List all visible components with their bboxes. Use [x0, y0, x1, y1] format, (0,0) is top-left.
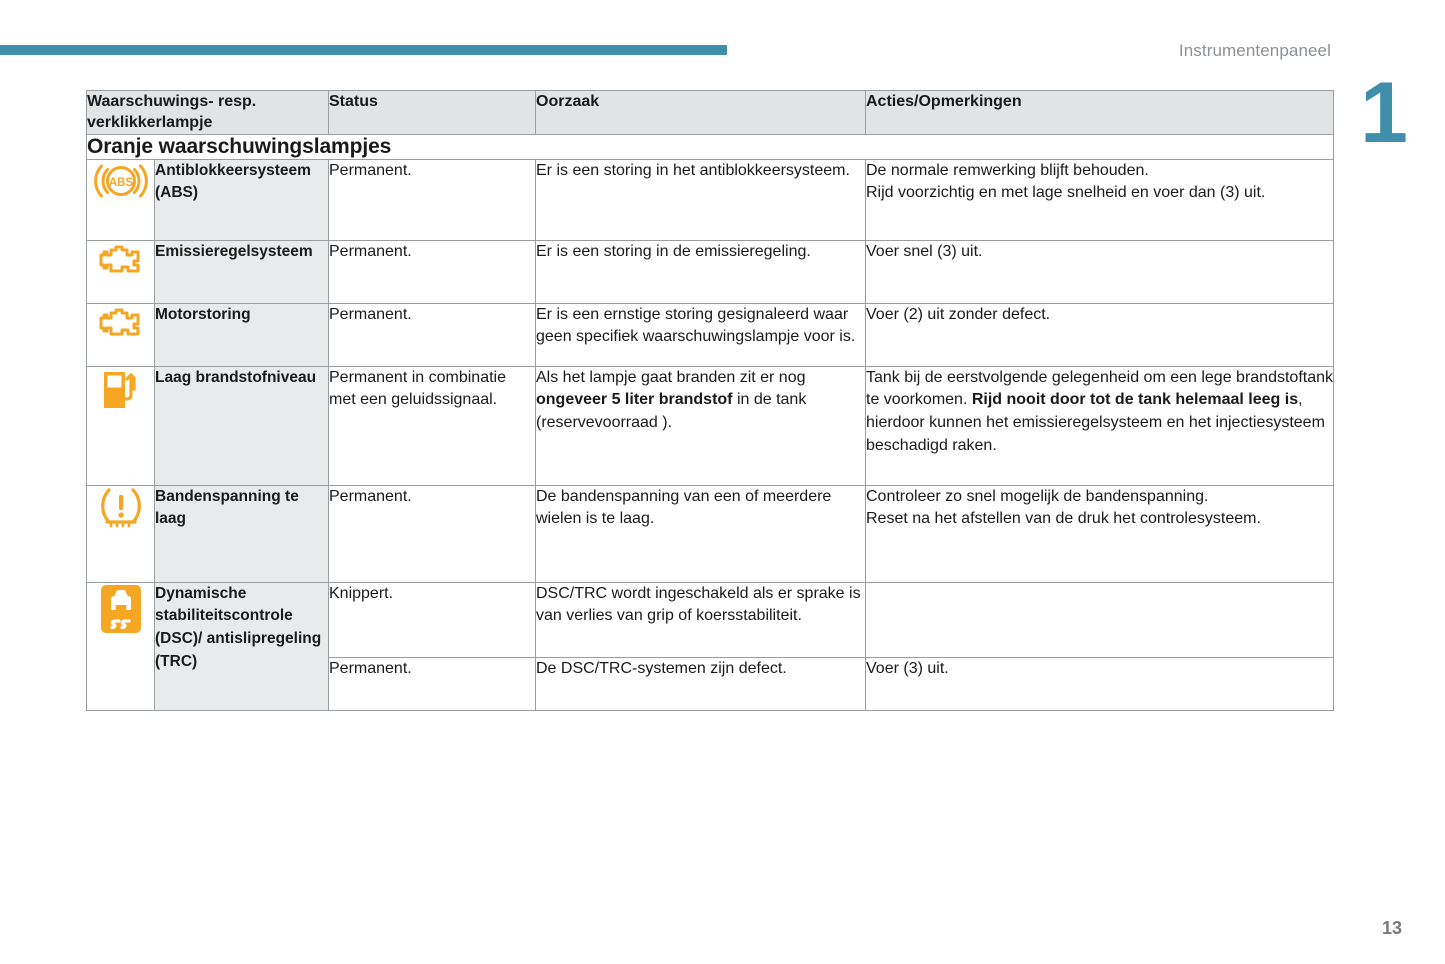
warning-light-action [865, 581, 1334, 658]
cause-text-pre: Als het lampje gaat branden zit er nog [536, 368, 806, 386]
warning-light-cause: Als het lampje gaat branden zit er nog o… [535, 365, 866, 486]
warning-light-cause: Er is een storing in de emissieregeling. [535, 239, 866, 304]
table-header-row: Waarschuwings- resp. verklikkerlampje St… [86, 90, 1334, 135]
action-text-post: , hierdoor kunnen het emissieregelsystee… [866, 391, 1325, 454]
warning-light-cause: De bandenspanning van een of meerdere wi… [535, 484, 866, 583]
table-header: Waarschuwings- resp. verklikkerlampje St… [86, 90, 1334, 135]
action-text-bold: Rijd nooit door tot de tank helemaal lee… [971, 391, 1299, 409]
section-title: Oranje waarschuwingslampjes [86, 133, 1334, 160]
tire-pressure-icon-cell [86, 484, 155, 583]
abs-warning-icon-cell: ABS [86, 158, 155, 241]
section-heading-row: Oranje waarschuwingslampjes [86, 133, 1334, 160]
warning-light-status: Permanent. [328, 484, 536, 583]
column-header-actions: Acties/Opmerkingen [865, 90, 1334, 135]
svg-text:ABS: ABS [108, 177, 133, 189]
engine-emission-icon [99, 245, 139, 273]
column-header-cause: Oorzaak [535, 90, 866, 135]
fuel-pump-icon [103, 371, 136, 408]
warning-light-status: Permanent. [328, 302, 536, 367]
warning-lights-table-container: Waarschuwings- resp. verklikkerlampje St… [86, 90, 1334, 711]
warning-lights-table: Waarschuwings- resp. verklikkerlampje St… [86, 90, 1334, 711]
warning-light-name: Motorstoring [154, 302, 329, 367]
dsc-trc-icon [100, 584, 141, 633]
warning-light-action: De normale remwerking blijft behouden. R… [865, 158, 1334, 241]
column-header-status: Status [328, 90, 536, 135]
warning-light-status: Permanent. [328, 656, 536, 711]
cause-text-post: in de tank (reservevoorraad ). [536, 391, 807, 431]
warning-light-status: Permanent. [328, 158, 536, 241]
warning-light-name: Bandenspanning te laag [154, 484, 329, 583]
warning-light-name: Dynamische stabiliteitscontrole (DSC)/ a… [154, 581, 329, 711]
dsc-trc-icon-cell [86, 581, 155, 711]
page-number: 13 [1381, 918, 1402, 938]
column-header-warning-light: Waarschuwings- resp. verklikkerlampje [86, 90, 329, 135]
warning-light-action: Voer (2) uit zonder defect. [865, 302, 1334, 367]
engine-fault-icon [99, 308, 139, 336]
warning-light-cause: De DSC/TRC-systemen zijn defect. [535, 656, 866, 711]
warning-light-status: Knippert. [328, 581, 536, 658]
warning-light-status: Permanent in combinatie met een geluidss… [328, 365, 536, 486]
abs-warning-icon: ABS [93, 164, 148, 198]
table-row: Permanent. De DSC/TRC-systemen zijn defe… [87, 656, 1334, 711]
table-row: Motorstoring Permanent. Er is een ernsti… [86, 302, 1334, 367]
warning-light-action: Voer snel (3) uit. [865, 239, 1334, 304]
warning-light-cause: Er is een ernstige storing gesignaleerd … [535, 302, 866, 367]
page-title: Instrumentenpaneel [1178, 41, 1331, 60]
header-accent-bar [0, 45, 727, 55]
action-line-1: Tank bij de eerstvolgende gelegenheid om… [866, 368, 1333, 409]
action-line-2: Rijd voorzichtig en met lage snelheid en… [866, 184, 1266, 202]
warning-light-action: Controleer zo snel mogelijk de bandenspa… [865, 484, 1334, 583]
table-row: Bandenspanning te laag Permanent. De ban… [86, 484, 1334, 583]
warning-light-action: Tank bij de eerstvolgende gelegenheid om… [865, 365, 1334, 486]
fuel-pump-icon-cell [86, 365, 155, 486]
warning-light-action: Voer (3) uit. [865, 656, 1334, 711]
chapter-number: 1 [1360, 65, 1408, 161]
table-row: Emissieregelsysteem Permanent. Er is een… [86, 239, 1334, 304]
warning-light-cause: Er is een storing in het antiblokkeersys… [535, 158, 866, 241]
warning-light-status: Permanent. [328, 239, 536, 304]
engine-emission-icon-cell [86, 239, 155, 304]
action-line-1: Controleer zo snel mogelijk de bandenspa… [866, 487, 1209, 505]
warning-light-cause: DSC/TRC wordt ingeschakeld als er sprake… [535, 581, 866, 658]
table-row: Dynamische stabiliteitscontrole (DSC)/ a… [86, 581, 1334, 711]
warning-light-name: Antiblokkeersysteem (ABS) [154, 158, 329, 241]
table-body: Oranje waarschuwingslampjes ABS Antiblok… [86, 133, 1334, 711]
action-line-2: Reset na het afstellen van de druk het c… [866, 510, 1261, 528]
tire-pressure-icon [100, 487, 141, 527]
table-row: Laag brandstofniveau Permanent in combin… [86, 365, 1334, 486]
warning-light-name: Laag brandstofniveau [154, 365, 329, 486]
table-row: ABS Antiblokkeersysteem (ABS) Permanent.… [86, 158, 1334, 241]
engine-fault-icon-cell [86, 302, 155, 367]
warning-light-name: Emissieregelsysteem [154, 239, 329, 304]
cause-text-bold: ongeveer 5 liter brandstof [536, 391, 733, 409]
action-line-1: De normale remwerking blijft behouden. [866, 161, 1149, 179]
